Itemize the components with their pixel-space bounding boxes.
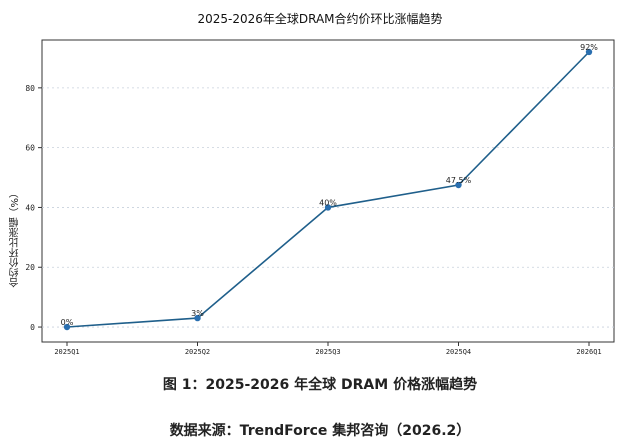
data-label: 92% <box>580 43 598 52</box>
data-point <box>455 181 462 189</box>
data-point <box>194 314 201 322</box>
data-points <box>63 48 593 331</box>
data-label: 0% <box>61 318 74 327</box>
y-tick-label: 0 <box>30 323 35 332</box>
y-tick-label: 60 <box>25 144 35 153</box>
data-point <box>324 204 332 211</box>
x-axis-ticks: 2025Q1 2025Q2 2025Q3 2025Q4 2026Q1 <box>54 342 602 356</box>
data-label: 3% <box>191 309 204 318</box>
series-line <box>66 51 590 328</box>
x-tick-label: 2026Q1 <box>576 348 601 356</box>
figure-caption: 图 1：2025-2026 年全球 DRAM 价格涨幅趋势 <box>162 377 478 393</box>
series-polyline <box>66 51 590 328</box>
plot-frame <box>41 39 615 343</box>
y-tick-label: 40 <box>25 203 35 212</box>
x-tick-label: 2025Q3 <box>315 348 340 356</box>
y-axis-ticks: 0 20 40 60 80 <box>25 84 42 332</box>
y-tick-label: 80 <box>25 84 35 93</box>
x-tick-label: 2025Q4 <box>446 348 471 356</box>
data-source: 数据来源：TrendForce 集邦咨询（2026.2） <box>169 423 471 439</box>
data-point <box>585 48 593 56</box>
x-tick-label: 2025Q2 <box>185 348 210 356</box>
y-tick-label: 20 <box>25 263 35 272</box>
data-label: 47.5% <box>446 176 472 185</box>
data-labels: 0% 3% 40% 47.5% 92% <box>61 43 599 327</box>
data-label: 40% <box>319 198 337 207</box>
x-tick-label: 2025Q1 <box>54 348 79 356</box>
data-point <box>63 323 71 331</box>
chart-title: 2025-2026年全球DRAM合约价环比涨幅趋势 <box>197 12 443 26</box>
